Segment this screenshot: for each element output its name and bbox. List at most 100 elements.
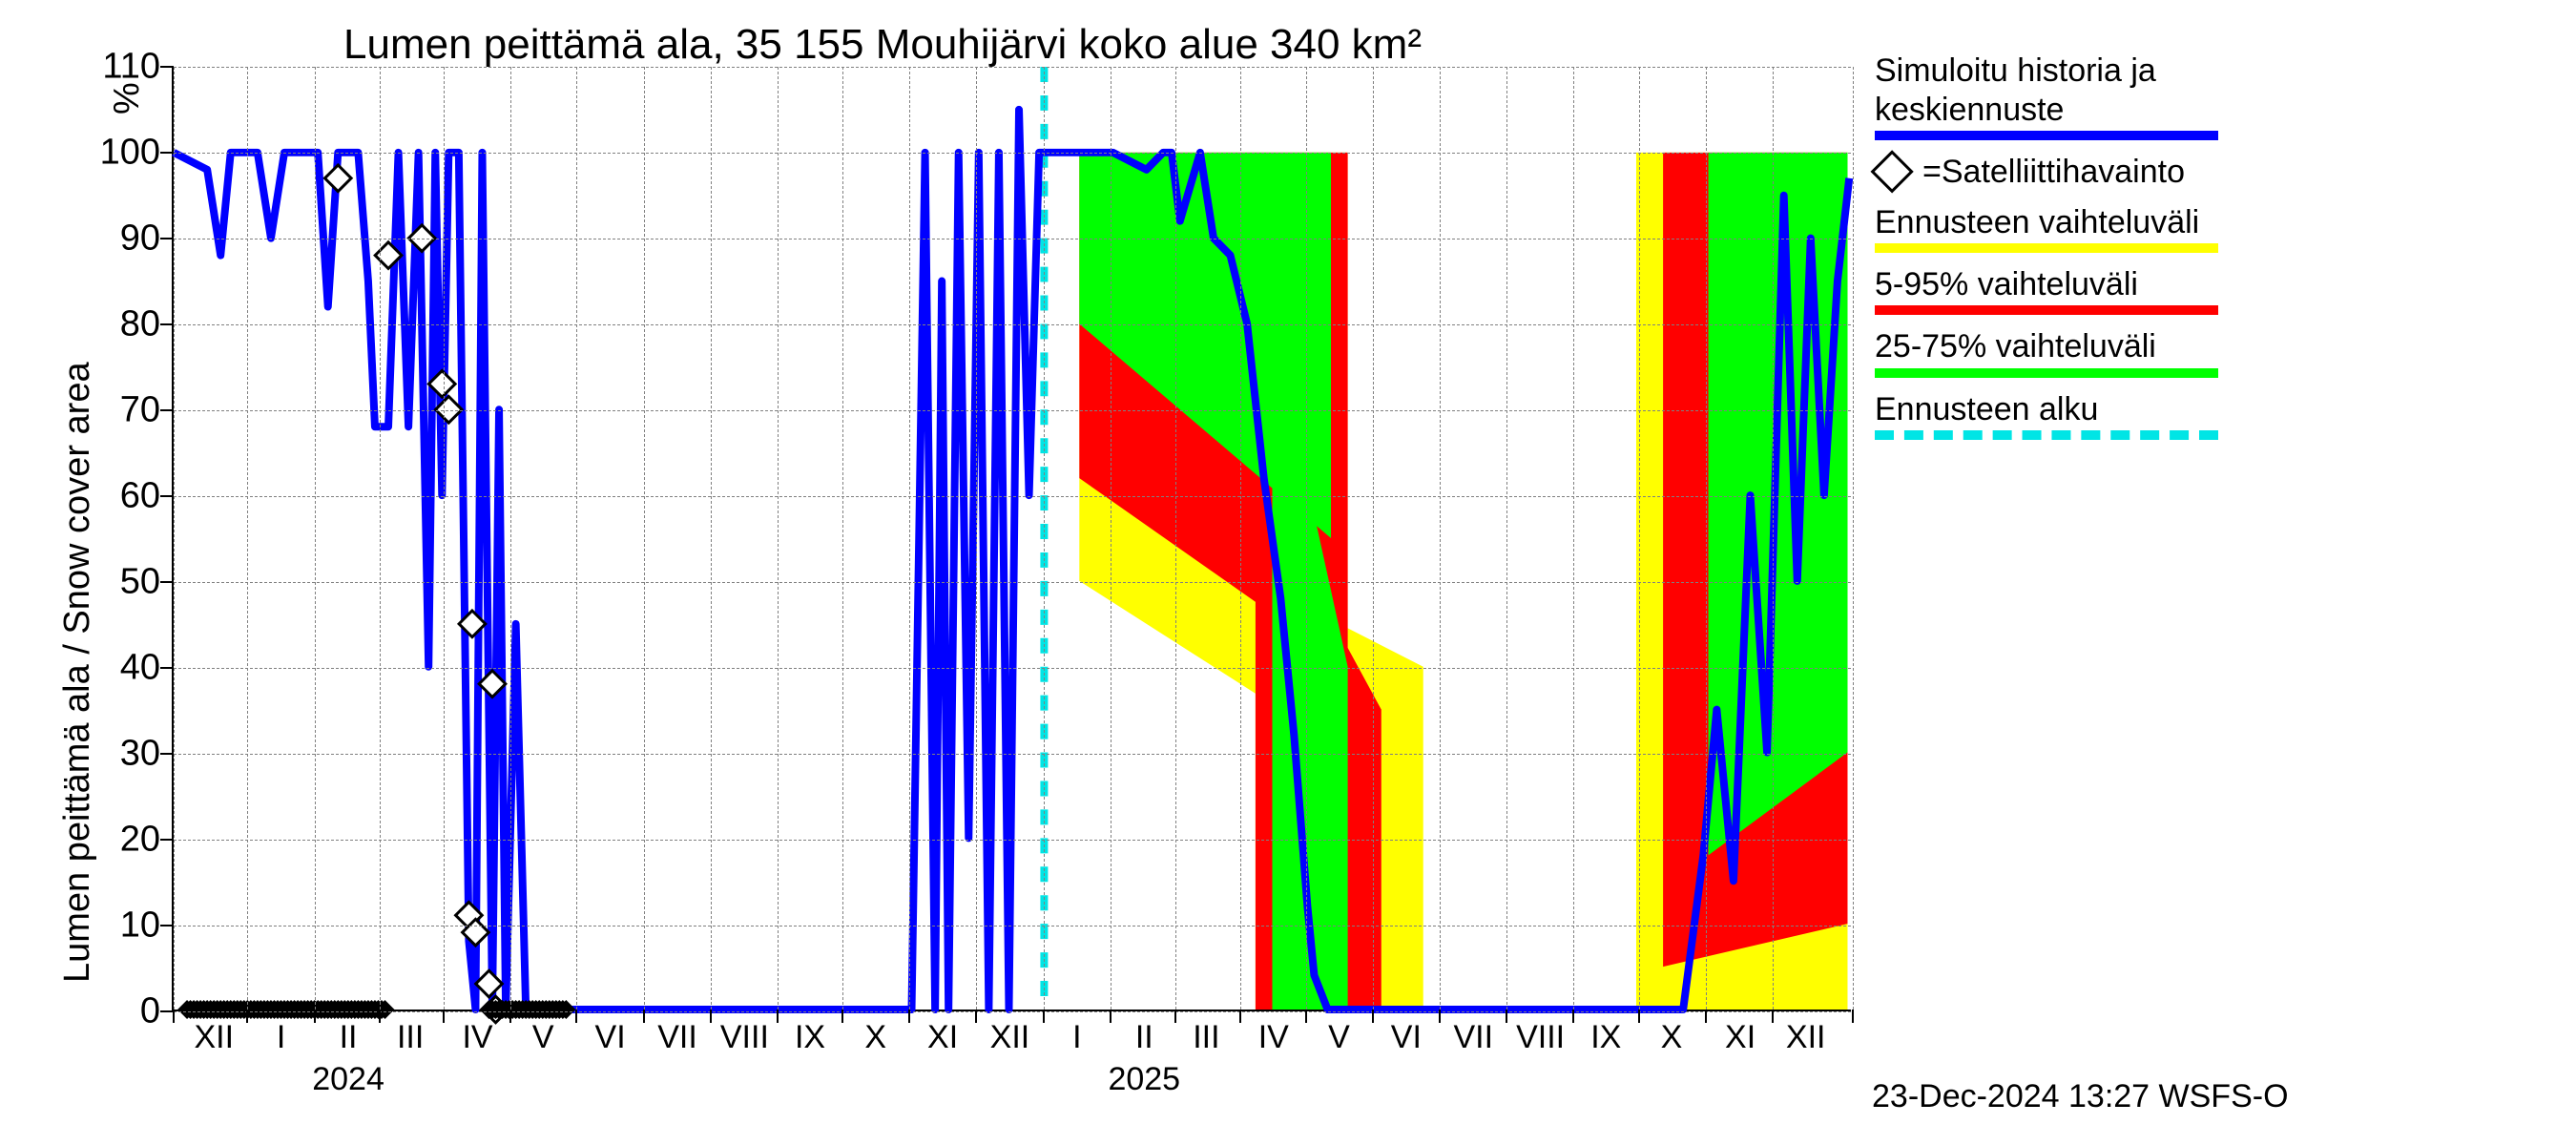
xtick [710, 1010, 712, 1023]
xtick-label: IX [795, 1010, 825, 1056]
gridline-v [1573, 67, 1574, 1010]
ytick-label: 110 [102, 47, 174, 88]
gridline-v [174, 67, 175, 1010]
diamond-marker-icon [1870, 150, 1913, 193]
xtick-label: IV [462, 1010, 492, 1056]
legend-item: =Satelliittihavainto [1875, 154, 2256, 191]
xtick [975, 1010, 977, 1023]
xtick-label: VIII [720, 1010, 769, 1056]
xtick [841, 1010, 843, 1023]
xtick-label: VI [1391, 1010, 1422, 1056]
gridline-v [1440, 67, 1441, 1010]
gridline-v [842, 67, 843, 1010]
gridline-v [1306, 67, 1307, 1010]
gridline-v [247, 67, 248, 1010]
legend-swatch [1875, 131, 2218, 140]
legend-label: Ennusteen vaihteluväli [1875, 204, 2256, 241]
gridline-v [711, 67, 712, 1010]
xtick-label: XII [194, 1010, 234, 1056]
xtick-label: XII [1786, 1010, 1826, 1056]
gridline-h [174, 410, 1851, 411]
gridline-v [976, 67, 977, 1010]
gridline-v [1044, 67, 1045, 1010]
xtick-label: V [532, 1010, 554, 1056]
chart-title: Lumen peittämä ala, 35 155 Mouhijärvi ko… [343, 21, 1422, 69]
ytick-label: 70 [120, 390, 174, 431]
ytick-label: 10 [120, 906, 174, 947]
gridline-v [644, 67, 645, 1010]
gridline-h [174, 67, 1851, 68]
ytick-label: 100 [100, 133, 174, 174]
legend-label: =Satelliittihavainto [1922, 154, 2185, 190]
legend-label: Simuloitu historia ja [1875, 52, 2256, 90]
xtick [1705, 1010, 1707, 1023]
gridline-v [1706, 67, 1707, 1010]
gridline-h [174, 324, 1851, 325]
ytick-label: 40 [120, 648, 174, 689]
gridline-v [1240, 67, 1241, 1010]
gridline-h [174, 153, 1851, 154]
xtick [908, 1010, 910, 1023]
xtick-label: I [1072, 1010, 1081, 1056]
gridline-h [174, 668, 1851, 669]
legend-swatch [1875, 368, 2218, 378]
xtick [1439, 1010, 1441, 1023]
gridline-v [510, 67, 511, 1010]
legend-swatch [1875, 430, 2218, 440]
gridline-h [174, 496, 1851, 497]
xtick [575, 1010, 577, 1023]
year-label: 2025 [1108, 1010, 1180, 1098]
xtick [1043, 1010, 1045, 1023]
xtick [777, 1010, 779, 1023]
legend-swatch [1875, 305, 2218, 315]
xtick [173, 1010, 175, 1023]
legend-label: Ennusteen alku [1875, 391, 2256, 428]
xtick [1638, 1010, 1640, 1023]
gridline-v [576, 67, 577, 1010]
xtick-label: VII [657, 1010, 697, 1056]
ytick-label: 90 [120, 219, 174, 260]
gridline-v [909, 67, 910, 1010]
xtick-label: IX [1590, 1010, 1621, 1056]
chart-footer: 23-Dec-2024 13:27 WSFS-O [1872, 1078, 2289, 1115]
xtick-label: III [397, 1010, 424, 1056]
gridline-v [1506, 67, 1507, 1010]
ytick-label: 0 [140, 991, 174, 1032]
gridline-v [1853, 67, 1854, 1010]
legend-label: keskiennuste [1875, 92, 2256, 129]
gridline-v [1773, 67, 1774, 1010]
xtick-label: X [1661, 1010, 1683, 1056]
xtick [1572, 1010, 1574, 1023]
xtick-label: VII [1453, 1010, 1493, 1056]
ytick-label: 20 [120, 820, 174, 861]
gridline-v [444, 67, 445, 1010]
y-axis-label: Lumen peittämä ala / Snow cover area [57, 362, 98, 983]
xtick [1772, 1010, 1774, 1023]
xtick [1239, 1010, 1241, 1023]
xtick [443, 1010, 445, 1023]
figure-root: Lumen peittämä ala, 35 155 Mouhijärvi ko… [0, 0, 2576, 1145]
gridline-v [1175, 67, 1176, 1010]
gridline-h [174, 582, 1851, 583]
xtick [1506, 1010, 1507, 1023]
legend: Simuloitu historia jakeskiennuste =Satell… [1875, 52, 2256, 453]
gridline-v [778, 67, 779, 1010]
ytick-label: 30 [120, 734, 174, 775]
xtick-label: XII [990, 1010, 1030, 1056]
ytick-label: 80 [120, 304, 174, 345]
xtick-label: IV [1258, 1010, 1289, 1056]
gridline-v [1639, 67, 1640, 1010]
xtick [509, 1010, 511, 1023]
chart-svg [174, 67, 1851, 1010]
xtick-label: V [1328, 1010, 1350, 1056]
gridline-h [174, 840, 1851, 841]
legend-label: 25-75% vaihteluväli [1875, 328, 2256, 365]
gridline-v [315, 67, 316, 1010]
xtick [246, 1010, 248, 1023]
gridline-v [380, 67, 381, 1010]
year-label: 2024 [312, 1010, 384, 1098]
legend-label: 5-95% vaihteluväli [1875, 266, 2256, 303]
xtick [1852, 1010, 1854, 1023]
ytick-label: 50 [120, 562, 174, 603]
xtick [1305, 1010, 1307, 1023]
